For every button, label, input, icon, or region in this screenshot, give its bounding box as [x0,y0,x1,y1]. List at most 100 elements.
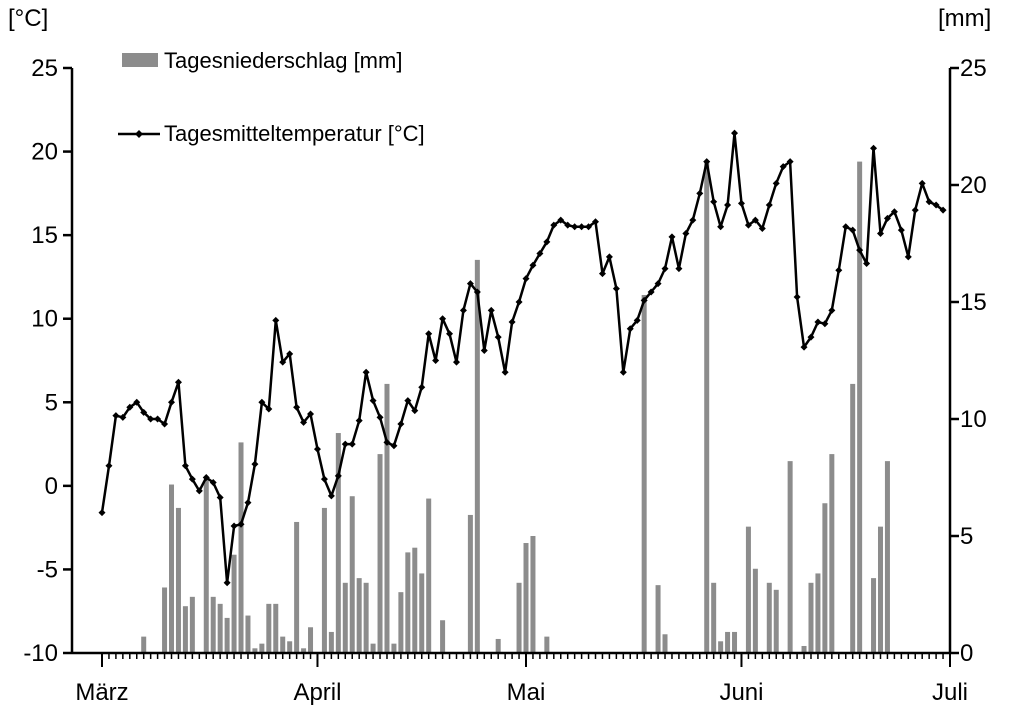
temperature-point [592,218,600,226]
temperature-point [286,350,294,358]
temperature-point [501,368,509,376]
x-month-label: Mai [507,679,546,706]
legend-precip-swatch [122,53,158,67]
temperature-point [897,226,905,234]
precip-bar [280,636,286,653]
precip-bar [356,578,362,653]
temperature-point [932,201,940,209]
temperature-point [168,398,176,406]
temperature-point [918,179,926,187]
temperature-point [105,462,113,470]
precip-bar [287,641,293,653]
temperature-point [293,403,301,411]
temperature-point [459,306,467,314]
temperature-point [154,415,162,423]
precip-bar [252,648,258,653]
precip-bar [370,643,376,653]
temperature-line [98,129,947,587]
legend-precip-label: Tagesniederschlag [mm] [164,48,402,73]
precip-bar [704,161,710,653]
temperature-point [557,216,565,224]
temperature-point [758,224,766,232]
precip-bars [141,161,890,653]
precip-bar [752,568,758,653]
temperature-point [550,221,558,229]
precip-bar [273,603,279,653]
temperature-point [849,226,857,234]
precip-bar [732,631,738,653]
left-y-tick-label: 15 [31,222,58,249]
precip-bar [662,634,668,653]
precip-bar [655,585,661,653]
precip-bar [725,631,731,653]
temperature-point [376,413,384,421]
temperature-point [112,412,120,420]
temperature-point [480,346,488,354]
temperature-point [571,223,579,231]
temperature-point [703,158,711,166]
temperature-point [904,253,912,261]
precip-bar [189,596,195,653]
temperature-point [307,410,315,418]
precip-bar [530,536,536,653]
precip-bar [217,603,223,653]
temperature-point [355,417,363,425]
temperature-point [216,494,224,502]
temperature-point [654,280,662,288]
x-month-label: Juni [719,679,763,706]
temperature-point [619,368,627,376]
temperature-point [772,179,780,187]
temperature-point [508,318,516,326]
left-y-tick-label: 5 [45,389,58,416]
left-y-tick-label: -5 [37,556,58,583]
x-month-label: Juli [932,679,968,706]
precip-bar [294,521,300,653]
temperature-point [626,325,634,333]
precip-bar [210,596,216,653]
right-y-tick-label: 5 [960,523,973,550]
precip-bar [544,636,550,653]
temperature-point [863,260,871,268]
precip-bar [169,484,175,653]
precip-bar [259,643,265,653]
right-y-tick-label: 0 [960,640,973,667]
temperature-point [251,460,259,468]
right-y-tick-label: 15 [960,289,987,316]
temperature-point [793,293,801,301]
precip-bar [349,496,355,653]
temperature-point [724,201,732,209]
temperature-point [515,298,523,306]
temperature-point [432,357,440,364]
precip-bar [384,383,390,653]
temperature-point [98,509,106,517]
temperature-point [188,475,196,483]
precip-bar [175,507,181,653]
temperature-point [300,418,308,426]
temperature-point [369,397,377,405]
precip-bar [516,582,522,653]
temperature-point [939,206,947,214]
precip-bar [426,498,432,653]
temperature-point [925,198,933,206]
temperature-point [279,358,287,366]
precip-bar [377,454,383,653]
temperature-point [439,315,447,323]
temperature-point [578,223,586,231]
precip-bar [440,620,446,653]
right-y-tick-label: 25 [960,55,987,82]
temperature-point [411,407,419,415]
temperature-point [661,265,669,273]
precip-bar [871,578,877,653]
precip-bar [182,606,188,653]
temperature-point [883,214,891,222]
temperature-point [689,216,697,224]
temperature-point [418,383,426,391]
precip-bar [391,643,397,653]
precip-bar [266,603,272,653]
temperature-point [870,144,878,152]
legend-temp-label: Tagesmitteltemperatur [°C] [164,121,425,146]
temperature-point [890,208,898,216]
precip-bar [342,582,348,653]
temperature-point [466,280,474,288]
temperature-point [265,405,273,413]
